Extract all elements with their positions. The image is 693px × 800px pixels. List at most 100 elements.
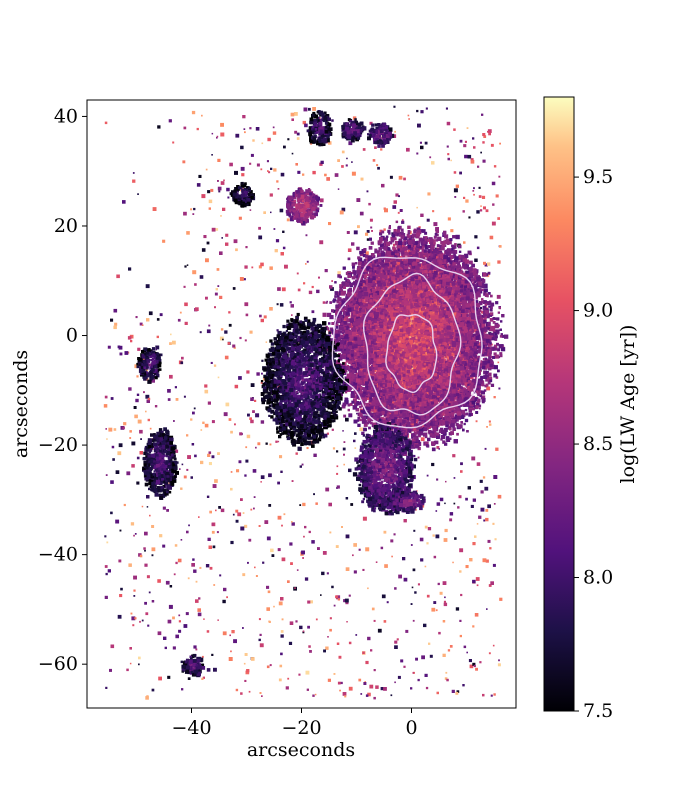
speckle-pixel bbox=[427, 192, 431, 196]
map-pixel bbox=[397, 360, 402, 365]
speckle-pixel bbox=[159, 313, 163, 317]
speckle-pixel bbox=[179, 311, 182, 314]
speckle-pixel bbox=[201, 655, 204, 658]
speckle-pixel bbox=[429, 156, 432, 159]
speckle-pixel bbox=[394, 130, 396, 133]
speckle-pixel bbox=[203, 235, 207, 239]
speckle-pixel bbox=[140, 438, 142, 440]
speckle-pixel bbox=[424, 565, 427, 568]
speckle-pixel bbox=[367, 692, 371, 697]
speckle-pixel bbox=[266, 160, 269, 163]
speckle-pixel bbox=[255, 575, 258, 577]
speckle-pixel bbox=[486, 608, 488, 610]
speckle-pixel bbox=[287, 580, 290, 583]
speckle-pixel bbox=[439, 591, 443, 595]
speckle-pixel bbox=[131, 441, 136, 446]
speckle-pixel bbox=[345, 534, 350, 539]
speckle-pixel bbox=[128, 387, 132, 391]
speckle-pixel bbox=[359, 211, 364, 216]
speckle-pixel bbox=[490, 343, 493, 346]
speckle-pixel bbox=[335, 595, 338, 599]
speckle-pixel bbox=[208, 462, 212, 466]
map-pixel bbox=[395, 418, 400, 423]
speckle-pixel bbox=[365, 232, 369, 236]
speckle-pixel bbox=[241, 173, 245, 177]
speckle-pixel bbox=[182, 160, 186, 164]
speckle-pixel bbox=[177, 558, 182, 563]
speckle-pixel bbox=[444, 502, 446, 505]
speckle-pixel bbox=[326, 177, 330, 181]
speckle-pixel bbox=[483, 261, 486, 265]
speckle-pixel bbox=[249, 330, 253, 334]
speckle-pixel bbox=[472, 137, 475, 140]
speckle-pixel bbox=[233, 239, 238, 244]
speckle-pixel bbox=[266, 665, 270, 669]
speckle-pixel bbox=[129, 647, 132, 650]
speckle-pixel bbox=[331, 585, 334, 589]
speckle-pixel bbox=[105, 474, 108, 476]
speckle-pixel bbox=[244, 339, 247, 342]
speckle-pixel bbox=[473, 193, 475, 196]
speckle-pixel bbox=[418, 226, 421, 229]
speckle-pixel bbox=[122, 200, 126, 204]
speckle-pixel bbox=[463, 144, 467, 148]
map-pixel bbox=[430, 399, 434, 402]
speckle-pixel bbox=[130, 340, 133, 343]
speckle-pixel bbox=[299, 465, 302, 468]
speckle-pixel bbox=[147, 397, 151, 401]
speckle-pixel bbox=[445, 480, 447, 483]
speckle-pixel bbox=[133, 534, 135, 537]
speckle-pixel bbox=[435, 510, 438, 512]
speckle-pixel bbox=[235, 688, 239, 692]
speckle-pixel bbox=[453, 128, 456, 131]
speckle-pixel bbox=[269, 193, 273, 197]
speckle-pixel bbox=[310, 142, 313, 145]
speckle-pixel bbox=[238, 216, 242, 220]
speckle-pixel bbox=[258, 265, 262, 269]
speckle-pixel bbox=[403, 519, 407, 523]
speckle-pixel bbox=[416, 152, 419, 155]
speckle-pixel bbox=[419, 537, 424, 542]
speckle-pixel bbox=[442, 581, 447, 585]
speckle-pixel bbox=[136, 393, 140, 396]
speckle-pixel bbox=[296, 132, 300, 136]
speckle-pixel bbox=[230, 540, 234, 545]
speckle-pixel bbox=[493, 475, 498, 479]
speckle-pixel bbox=[311, 540, 315, 544]
speckle-pixel bbox=[295, 620, 298, 623]
speckle-pixel bbox=[117, 451, 122, 456]
speckle-pixel bbox=[386, 601, 389, 604]
speckle-pixel bbox=[291, 314, 293, 316]
speckle-pixel bbox=[372, 159, 376, 162]
speckle-pixel bbox=[151, 525, 155, 528]
speckle-pixel bbox=[337, 274, 341, 278]
speckle-pixel bbox=[489, 235, 494, 240]
speckle-pixel bbox=[222, 599, 226, 604]
speckle-pixel bbox=[405, 629, 409, 633]
speckle-pixel bbox=[330, 287, 334, 291]
speckle-pixel bbox=[281, 618, 284, 621]
speckle-pixel bbox=[313, 493, 315, 496]
speckle-pixel bbox=[147, 418, 150, 422]
speckle-pixel bbox=[159, 353, 163, 357]
speckle-pixel bbox=[214, 479, 218, 483]
speckle-pixel bbox=[320, 594, 322, 596]
speckle-pixel bbox=[362, 651, 365, 654]
speckle-pixel bbox=[157, 631, 162, 636]
speckle-pixel bbox=[383, 687, 387, 691]
speckle-pixel bbox=[214, 292, 218, 296]
speckle-pixel bbox=[383, 228, 386, 231]
speckle-pixel bbox=[258, 226, 261, 230]
speckle-pixel bbox=[215, 509, 217, 512]
speckle-pixel bbox=[459, 171, 462, 175]
speckle-pixel bbox=[113, 428, 117, 431]
speckle-pixel bbox=[186, 468, 189, 471]
speckle-pixel bbox=[268, 171, 271, 174]
speckle-pixel bbox=[308, 530, 311, 534]
speckle-pixel bbox=[183, 475, 187, 479]
speckle-pixel bbox=[302, 502, 306, 507]
speckle-pixel bbox=[186, 231, 190, 235]
speckle-pixel bbox=[115, 470, 120, 474]
speckle-pixel bbox=[209, 566, 213, 570]
